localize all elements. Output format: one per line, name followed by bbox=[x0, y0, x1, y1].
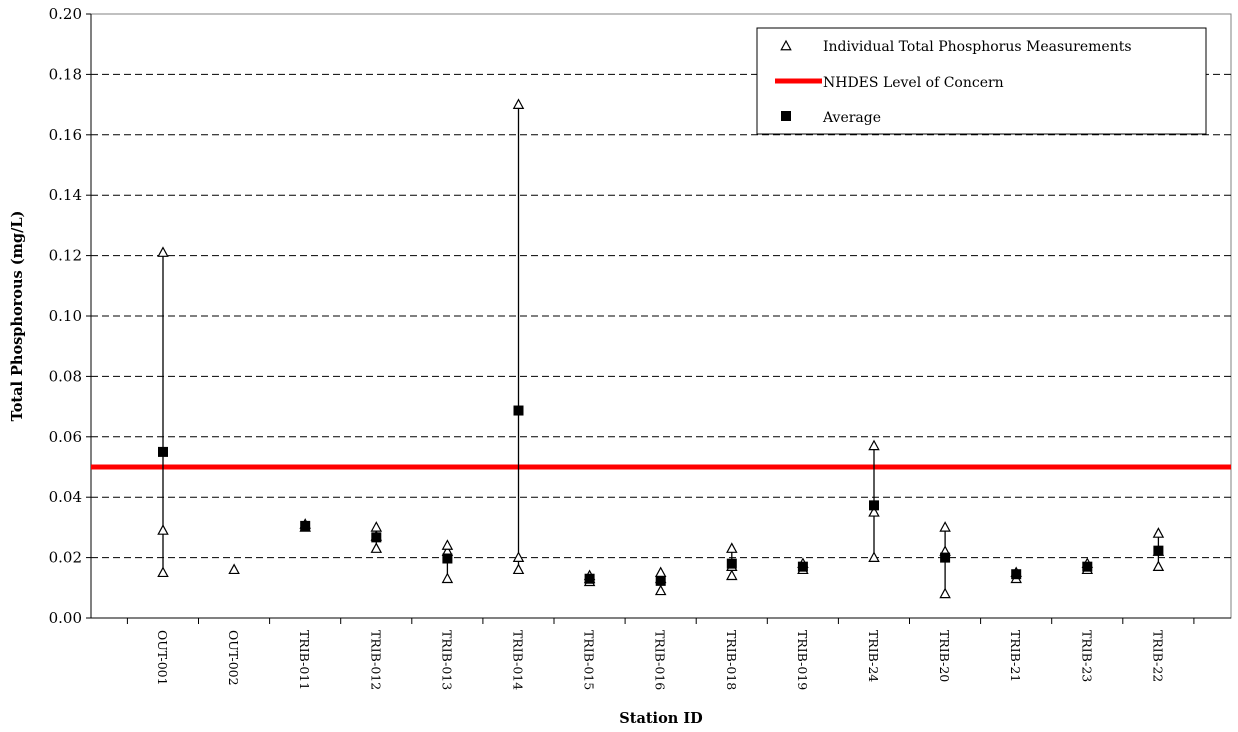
x-tick-label: TRIB-013 bbox=[439, 630, 454, 690]
measurement-point bbox=[370, 542, 383, 553]
legend-label-average: Average bbox=[822, 110, 881, 126]
average-point bbox=[158, 446, 168, 457]
y-tick-label: 0.02 bbox=[49, 549, 82, 567]
gridlines bbox=[91, 73, 1231, 559]
x-tick-label: OUT-002 bbox=[226, 630, 241, 686]
measurement-point bbox=[939, 587, 951, 599]
average-point bbox=[869, 500, 879, 511]
y-tick-label: 0.10 bbox=[49, 307, 82, 325]
average-point bbox=[371, 532, 382, 543]
x-tick-label: TRIB-22 bbox=[1150, 630, 1165, 682]
axis-labels: 0.00 0.02 0.04 0.06 0.08 0.10 0.12 0.14 0.16 0.18… bbox=[49, 5, 1166, 690]
x-tick-label: TRIB-24 bbox=[866, 630, 881, 682]
measurement-point bbox=[441, 572, 454, 584]
measurement-point bbox=[157, 246, 169, 257]
measurement-point bbox=[1152, 527, 1165, 538]
average-point bbox=[584, 573, 595, 584]
x-tick-label: TRIB-20 bbox=[937, 630, 952, 682]
average-point bbox=[797, 561, 808, 572]
average-point bbox=[1153, 545, 1164, 556]
y-tick-label: 0.20 bbox=[49, 5, 82, 23]
measurement-point bbox=[654, 584, 667, 596]
legend-box bbox=[756, 27, 1207, 135]
legend-label-measurements: Individual Total Phosphorus Measurements bbox=[823, 39, 1132, 55]
average-point bbox=[513, 405, 524, 416]
y-tick-label: 0.12 bbox=[49, 247, 82, 265]
measurement-point bbox=[228, 563, 240, 575]
measurement-point bbox=[441, 539, 454, 550]
y-tick-label: 0.18 bbox=[49, 65, 82, 83]
measurement-point bbox=[512, 98, 525, 109]
average-point bbox=[655, 575, 666, 586]
x-tick-label: TRIB-014 bbox=[511, 630, 526, 690]
measurement-point bbox=[157, 524, 169, 535]
y-tick-label: 0.06 bbox=[49, 428, 82, 446]
data-markers bbox=[157, 98, 1165, 599]
average-point bbox=[1082, 561, 1093, 572]
x-axis-title: Station ID bbox=[619, 710, 702, 727]
measurement-point bbox=[939, 521, 951, 532]
measurement-point bbox=[370, 521, 383, 532]
measurement-point bbox=[726, 542, 738, 553]
range-lines bbox=[162, 104, 1160, 594]
y-tick-label: 0.08 bbox=[49, 367, 82, 385]
y-tick-label: 0.04 bbox=[49, 488, 82, 506]
measurement-point bbox=[654, 566, 667, 578]
legend-symbol-average bbox=[781, 111, 791, 121]
y-axis-title: Total Phosphorous (mg/L) bbox=[9, 211, 26, 422]
legend-symbol-measurements bbox=[780, 39, 792, 51]
x-tick-label: OUT-001 bbox=[155, 630, 170, 686]
legend: Individual Total Phosphorus Measurements… bbox=[756, 27, 1207, 135]
y-tick-label: 0.16 bbox=[49, 126, 82, 144]
legend-items bbox=[775, 39, 822, 121]
measurement-point bbox=[512, 563, 525, 575]
x-tick-label: TRIB-016 bbox=[653, 630, 668, 690]
x-tick-label: TRIB-23 bbox=[1079, 630, 1094, 682]
measurement-point bbox=[1152, 560, 1165, 572]
average-point bbox=[940, 552, 951, 563]
average-point bbox=[1011, 569, 1022, 580]
average-point bbox=[442, 553, 453, 564]
x-tick-label: TRIB-011 bbox=[297, 630, 312, 690]
axes bbox=[86, 13, 1231, 624]
measurement-point bbox=[726, 569, 738, 581]
x-tick-label: TRIB-018 bbox=[724, 630, 739, 690]
average-point bbox=[726, 558, 737, 569]
y-tick-label: 0.14 bbox=[49, 186, 82, 204]
legend-label-level-of-concern: NHDES Level of Concern bbox=[823, 75, 1004, 91]
y-tick-label: 0.00 bbox=[49, 609, 82, 627]
x-tick-label: TRIB-019 bbox=[795, 630, 810, 690]
x-tick-label: TRIB-015 bbox=[582, 630, 597, 690]
measurement-point bbox=[868, 551, 880, 562]
measurement-point bbox=[512, 551, 525, 562]
measurement-point bbox=[868, 439, 880, 451]
x-tick-label: TRIB-21 bbox=[1008, 630, 1023, 682]
average-point bbox=[300, 520, 311, 531]
measurement-point bbox=[868, 506, 880, 517]
x-tick-label: TRIB-012 bbox=[368, 630, 383, 690]
measurement-point bbox=[157, 566, 169, 578]
